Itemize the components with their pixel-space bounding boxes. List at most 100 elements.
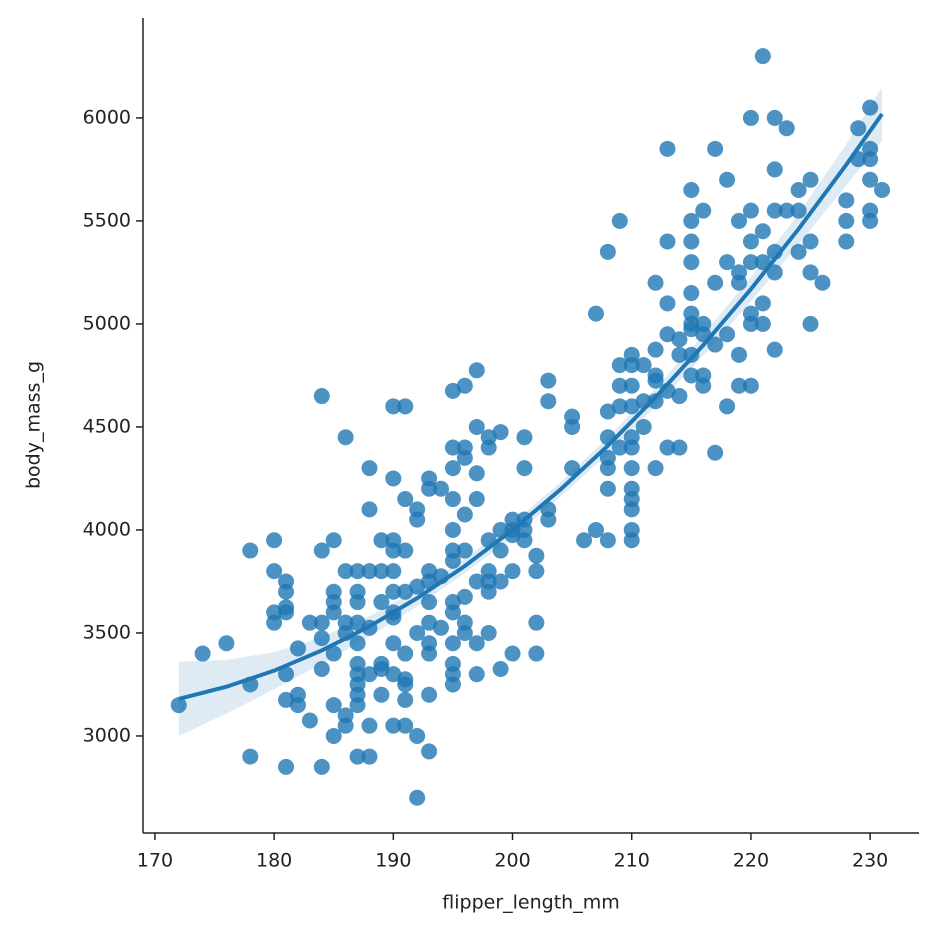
point: [409, 727, 426, 744]
point: [838, 192, 855, 209]
point: [349, 748, 366, 765]
point: [421, 614, 438, 631]
point: [385, 398, 402, 415]
point: [313, 661, 330, 678]
point: [504, 563, 521, 580]
point: [456, 506, 473, 523]
point: [754, 48, 771, 65]
point: [242, 748, 259, 765]
x-axis-label: flipper_length_mm: [442, 892, 619, 914]
point: [278, 758, 295, 775]
point: [468, 418, 485, 435]
point: [456, 377, 473, 394]
point: [409, 511, 426, 528]
point: [623, 460, 640, 477]
point: [683, 346, 700, 363]
point: [766, 161, 783, 178]
point: [683, 285, 700, 302]
point: [444, 491, 461, 508]
point: [409, 578, 426, 595]
point: [838, 233, 855, 250]
point: [468, 573, 485, 590]
point: [564, 460, 581, 477]
point: [349, 563, 366, 580]
point: [647, 372, 664, 389]
point: [421, 480, 438, 497]
point: [611, 212, 628, 229]
point: [337, 717, 354, 734]
point: [468, 465, 485, 482]
point: [683, 212, 700, 229]
point: [635, 357, 652, 374]
x-tick-label: 180: [256, 850, 292, 872]
point: [397, 583, 414, 600]
point: [421, 686, 438, 703]
point: [456, 449, 473, 466]
point: [266, 614, 283, 631]
point: [576, 532, 593, 549]
point: [373, 594, 390, 611]
point: [516, 429, 533, 446]
point: [444, 552, 461, 569]
point: [278, 666, 295, 683]
point: [611, 377, 628, 394]
point: [325, 697, 342, 714]
point: [790, 182, 807, 199]
point: [611, 398, 628, 415]
point: [301, 614, 318, 631]
point: [325, 532, 342, 549]
point: [492, 424, 509, 441]
point: [707, 444, 724, 461]
point: [802, 264, 819, 281]
point: [599, 403, 616, 420]
point: [671, 346, 688, 363]
point: [373, 532, 390, 549]
point: [444, 460, 461, 477]
x-tick-label: 190: [375, 850, 411, 872]
point: [313, 542, 330, 559]
point: [385, 666, 402, 683]
point: [397, 717, 414, 734]
point: [862, 151, 879, 168]
point: [647, 393, 664, 410]
point: [623, 357, 640, 374]
point: [385, 635, 402, 652]
point: [742, 254, 759, 271]
y-tick-label: 5000: [83, 312, 131, 334]
point: [397, 676, 414, 693]
point: [623, 398, 640, 415]
x-tick-label: 170: [137, 850, 173, 872]
point: [409, 624, 426, 641]
point: [289, 697, 306, 714]
y-tick-label: 3500: [83, 621, 131, 643]
point: [623, 532, 640, 549]
point: [528, 614, 545, 631]
point: [444, 439, 461, 456]
point: [742, 377, 759, 394]
point: [731, 212, 748, 229]
point: [802, 233, 819, 250]
point: [742, 109, 759, 126]
point: [719, 254, 736, 271]
point: [683, 321, 700, 338]
point: [492, 661, 509, 678]
point: [349, 594, 366, 611]
point: [385, 542, 402, 559]
point: [862, 99, 879, 116]
point: [540, 372, 557, 389]
point: [337, 429, 354, 446]
point: [790, 202, 807, 219]
point: [766, 264, 783, 281]
point: [635, 418, 652, 435]
point: [766, 109, 783, 126]
x-tick-label: 200: [494, 850, 530, 872]
point: [373, 686, 390, 703]
y-tick-label: 4000: [83, 518, 131, 540]
point: [313, 630, 330, 647]
point: [623, 377, 640, 394]
point: [683, 233, 700, 250]
point: [695, 202, 712, 219]
point: [421, 743, 438, 760]
point: [659, 233, 676, 250]
